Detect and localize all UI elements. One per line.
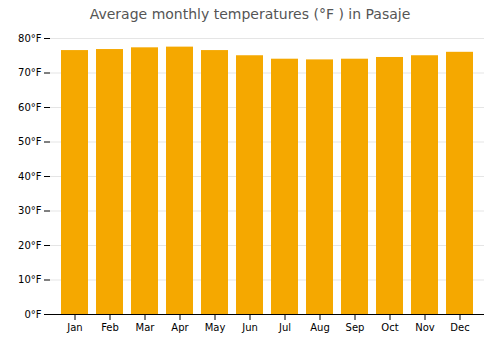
- svg-text:50°F: 50°F: [18, 136, 42, 147]
- svg-text:70°F: 70°F: [18, 67, 42, 78]
- svg-text:80°F: 80°F: [18, 33, 42, 44]
- svg-text:Dec: Dec: [450, 322, 469, 333]
- svg-text:Sep: Sep: [346, 322, 365, 333]
- svg-text:Mar: Mar: [136, 322, 156, 333]
- svg-text:10°F: 10°F: [18, 274, 42, 285]
- html-text:Average monthly temperatures (: Average monthly temperatures (°F ) in Pa…: [89, 6, 411, 22]
- svg-text:Oct: Oct: [381, 322, 398, 333]
- svg-text:Aug: Aug: [310, 322, 330, 333]
- svg-text:Jul: Jul: [278, 322, 291, 333]
- svg-text:0°F: 0°F: [24, 309, 41, 320]
- svg-text:Feb: Feb: [101, 322, 119, 333]
- svg-text:60°F: 60°F: [18, 102, 42, 113]
- svg-text:30°F: 30°F: [18, 205, 42, 216]
- svg-text:20°F: 20°F: [18, 240, 42, 251]
- svg-text:Jan: Jan: [66, 322, 82, 333]
- svg-text:Jun: Jun: [241, 322, 258, 333]
- svg-text:Apr: Apr: [171, 322, 189, 333]
- svg-text:40°F: 40°F: [18, 171, 42, 182]
- svg-text:May: May: [205, 322, 226, 333]
- svg-text:Nov: Nov: [415, 322, 435, 333]
